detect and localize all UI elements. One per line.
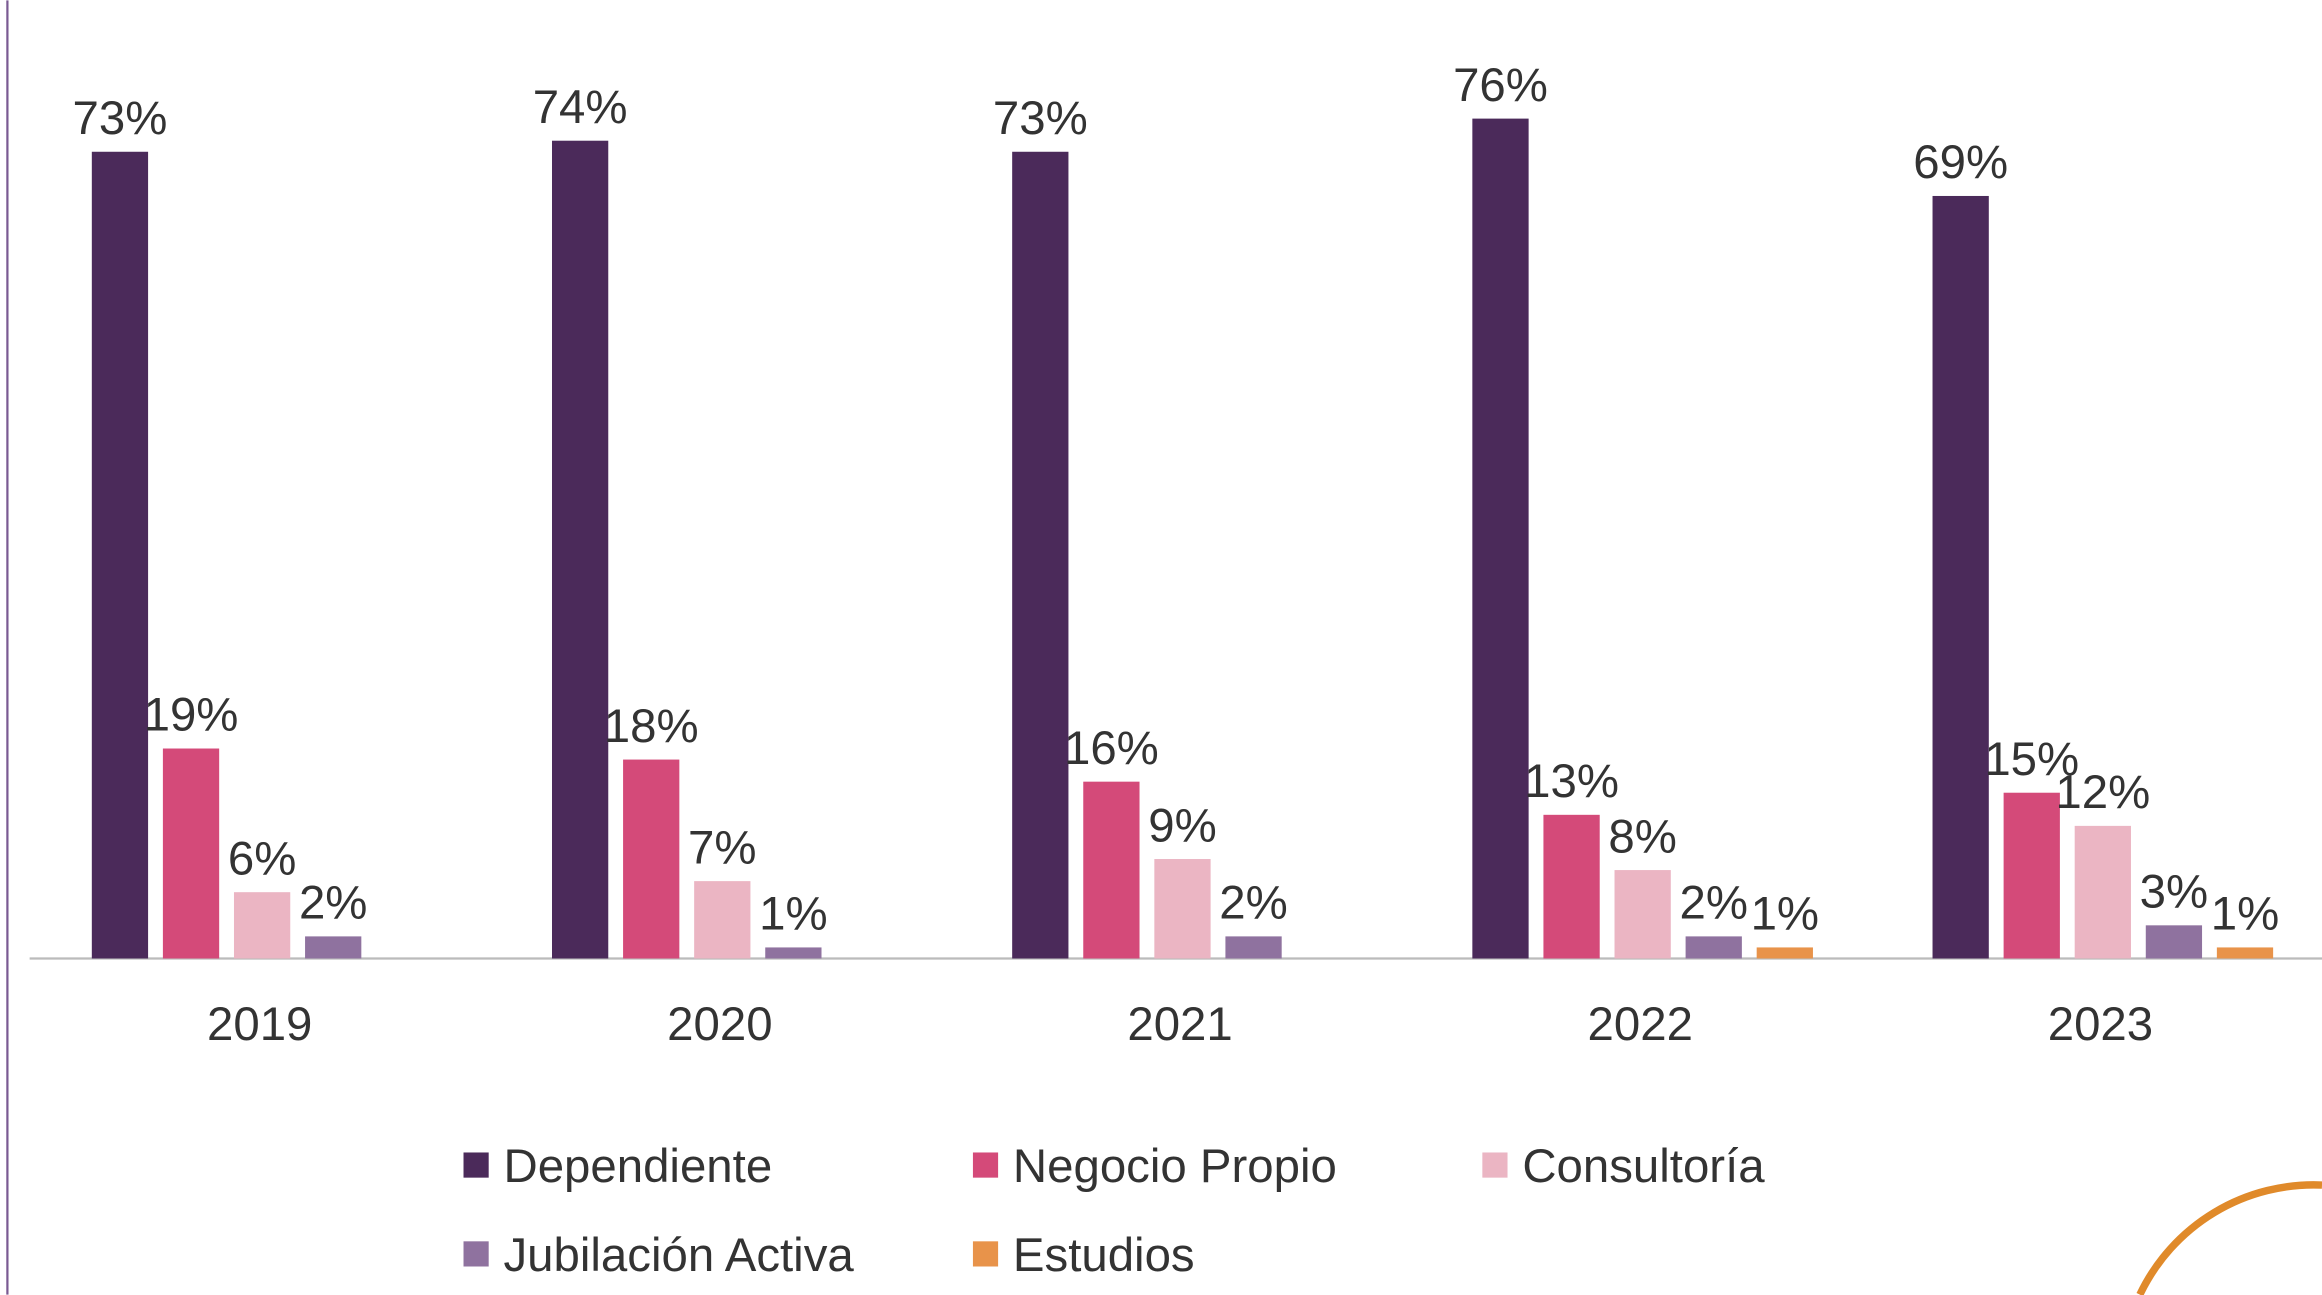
value-label: 73% — [993, 92, 1088, 145]
x-tick-label: 2021 — [1127, 998, 1232, 1051]
bar — [1543, 815, 1599, 959]
value-label: 16% — [1064, 722, 1159, 775]
value-label: 1% — [2211, 888, 2279, 941]
legend-label: Dependiente — [503, 1140, 772, 1193]
legend-label: Estudios — [1013, 1229, 1195, 1282]
x-tick-label: 2019 — [207, 998, 312, 1051]
bar — [1472, 119, 1528, 959]
bar — [2075, 826, 2131, 959]
value-label: 6% — [228, 832, 296, 885]
legend-swatch — [973, 1241, 998, 1266]
value-label: 18% — [604, 700, 699, 753]
legend-swatch — [973, 1152, 998, 1177]
value-label: 9% — [1148, 799, 1216, 852]
x-tick-label: 2023 — [2048, 998, 2153, 1051]
bar — [1083, 782, 1139, 959]
bar — [765, 947, 821, 958]
value-label: 7% — [688, 821, 756, 874]
legend-label: Jubilación Activa — [503, 1229, 854, 1282]
x-tick-label: 2022 — [1588, 998, 1693, 1051]
bar — [305, 936, 361, 958]
value-label: 76% — [1453, 59, 1548, 112]
value-label: 12% — [2055, 766, 2150, 819]
bar — [2146, 925, 2202, 958]
value-label: 2% — [1679, 877, 1747, 930]
legend-label: Consultoría — [1522, 1140, 1765, 1193]
value-label: 73% — [73, 92, 168, 145]
bar — [1933, 196, 1989, 959]
bar — [234, 892, 290, 958]
bar — [92, 152, 148, 959]
value-label: 2% — [299, 877, 367, 930]
page: 201973%19%6%2%202074%18%7%1%202173%16%9%… — [0, 0, 2322, 1295]
value-label: 13% — [1524, 755, 1619, 808]
value-label: 3% — [2140, 866, 2208, 919]
bar — [694, 881, 750, 958]
chart: 201973%19%6%2%202074%18%7%1%202173%16%9%… — [0, 0, 2322, 1295]
bar — [2217, 947, 2273, 958]
bar — [552, 141, 608, 959]
legend-swatch — [464, 1241, 489, 1266]
value-label: 19% — [144, 689, 239, 742]
bar — [1154, 859, 1210, 958]
value-label: 69% — [1913, 136, 2008, 189]
value-label: 74% — [533, 81, 628, 134]
value-label: 1% — [759, 888, 827, 941]
bar — [163, 749, 219, 959]
value-label: 2% — [1219, 877, 1287, 930]
legend-label: Negocio Propio — [1013, 1140, 1337, 1193]
legend-swatch — [464, 1152, 489, 1177]
bar — [2004, 793, 2060, 959]
value-label: 1% — [1751, 888, 1819, 941]
bar — [1686, 936, 1742, 958]
value-label: 8% — [1608, 810, 1676, 863]
x-tick-label: 2020 — [667, 998, 772, 1051]
bar — [1225, 936, 1281, 958]
bar — [1757, 947, 1813, 958]
bar — [1615, 870, 1671, 958]
legend-swatch — [1482, 1152, 1507, 1177]
bar — [1012, 152, 1068, 959]
bar — [623, 760, 679, 959]
